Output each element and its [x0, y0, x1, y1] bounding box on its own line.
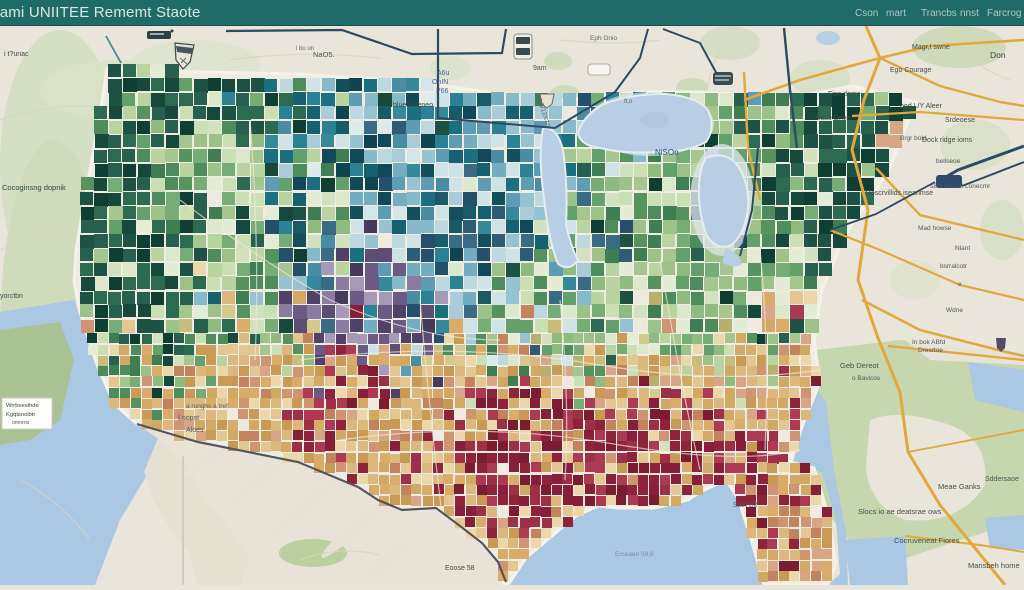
svg-text:Sain Bit: Sain Bit	[733, 502, 757, 509]
svg-text:Wrrbeesihde: Wrrbeesihde	[6, 403, 39, 409]
svg-text:o Bavicos: o Bavicos	[852, 375, 881, 382]
svg-text:blueverleneo: blueverleneo	[393, 102, 433, 109]
svg-text:Don: Don	[990, 50, 1006, 60]
svg-text:Dock ridge ioms: Dock ridge ioms	[922, 137, 973, 144]
svg-text:i bu un: i bu un	[296, 46, 314, 52]
svg-text:Magr,t swne: Magr,t swne	[912, 44, 950, 51]
svg-text:Ease Drive: Ease Drive	[816, 115, 850, 122]
svg-text:Mansbeh home: Mansbeh home	[968, 561, 1020, 570]
svg-text:Fise dome: Fise dome	[828, 91, 861, 98]
svg-text:Aloes: Aloes	[186, 427, 204, 434]
svg-text:ood L/Y Aleer: ood L/Y Aleer	[900, 103, 943, 110]
svg-text:Wdne: Wdne	[946, 307, 963, 314]
svg-text:Moscrvillids iseanmse: Moscrvillids iseanmse	[865, 190, 933, 197]
svg-text:a runghs a tref: a runghs a tref	[186, 403, 228, 410]
svg-text:In bok ABfd: In bok ABfd	[912, 339, 946, 346]
svg-text:Dresrtoe: Dresrtoe	[918, 347, 943, 354]
svg-text:Sddersaoe: Sddersaoe	[985, 476, 1019, 483]
svg-text:Loopst: Loopst	[178, 415, 199, 422]
svg-text:bellseoe: bellseoe	[936, 158, 961, 165]
svg-text:bsrralcotr: bsrralcotr	[940, 263, 968, 270]
svg-text:Cocoginsng dopnik: Cocoginsng dopnik	[2, 183, 66, 192]
svg-text:Mad howse: Mad howse	[918, 225, 952, 232]
svg-text:Nlant: Nlant	[955, 245, 970, 252]
svg-text:ft,o: ft,o	[624, 99, 633, 105]
svg-text:s8m GdcL0 Lonecmr: s8m GdcL0 Lonecmr	[930, 183, 991, 190]
svg-text:OnIN: OnIN	[432, 79, 448, 86]
svg-text:Brgr bold: Brgr bold	[900, 135, 927, 142]
svg-text:Meae Ganks: Meae Ganks	[938, 482, 981, 491]
svg-text:Erceaen 59,8: Erceaen 59,8	[615, 551, 654, 558]
svg-text:Cocruveneat Fiores: Cocruveneat Fiores	[894, 536, 960, 545]
svg-text:omrens: omrens	[12, 420, 30, 426]
svg-text:Eoose 58: Eoose 58	[445, 565, 475, 572]
svg-text:e: e	[958, 281, 962, 288]
svg-text:Slocs io ae deatsrae ows: Slocs io ae deatsrae ows	[858, 507, 942, 516]
svg-text:yorctbn: yorctbn	[0, 293, 23, 300]
svg-text:9am: 9am	[533, 65, 547, 72]
svg-text:Kgqtsnoibtr: Kgqtsnoibtr	[6, 412, 35, 418]
svg-text:Ego Courage: Ego Courage	[890, 67, 931, 74]
svg-text:Geb Dereot: Geb Dereot	[840, 361, 880, 370]
svg-text:Eph Gnio: Eph Gnio	[590, 35, 617, 42]
svg-text:Srdeoese: Srdeoese	[945, 117, 975, 124]
svg-text:P66: P66	[436, 88, 449, 95]
svg-text:NaO5.: NaO5.	[313, 50, 335, 59]
svg-text:i t?unac: i t?unac	[4, 51, 29, 58]
svg-text:NiSOn: NiSOn	[655, 148, 679, 157]
svg-text:A6u: A6u	[437, 70, 450, 77]
